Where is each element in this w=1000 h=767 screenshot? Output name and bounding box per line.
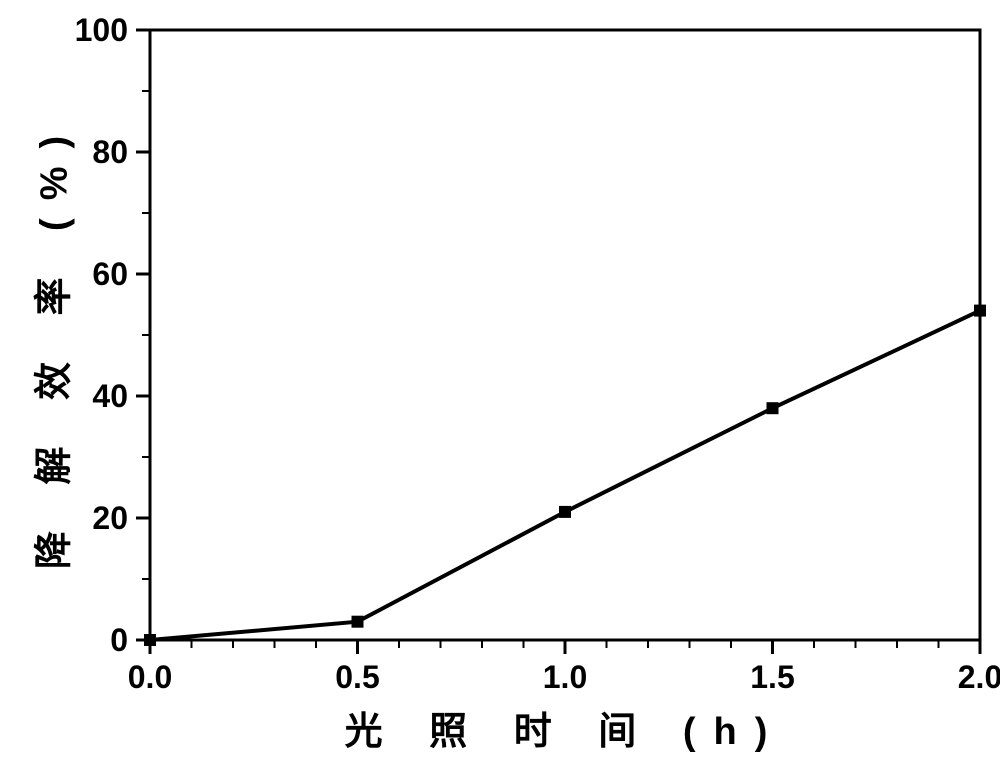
series-marker-degradation-efficiency: [559, 506, 571, 518]
y-tick-label: 100: [75, 12, 128, 48]
y-tick-label: 60: [92, 256, 128, 292]
y-axis-title: 降 解 效 率 (%): [23, 39, 78, 649]
x-axis-title: 光 照 时 间 (h): [150, 700, 980, 755]
series-marker-degradation-efficiency: [767, 402, 779, 414]
series-marker-degradation-efficiency: [144, 634, 156, 646]
x-tick-label: 0.0: [128, 659, 172, 695]
chart-container: 0.00.51.01.52.0020406080100 降 解 效 率 (%) …: [0, 0, 1000, 767]
line-chart: 0.0 0.5 1.0 1.5 2.0 0 20 40 60 80 100: [0, 0, 1000, 767]
x-tick-label: 0.5: [335, 659, 379, 695]
x-tick-label: 2.0: [958, 659, 1000, 695]
y-tick-label: 80: [92, 134, 128, 170]
plot-background: [150, 30, 980, 640]
series-marker-degradation-efficiency: [352, 616, 364, 628]
series-marker-degradation-efficiency: [974, 305, 986, 317]
x-tick-label: 1.0: [543, 659, 587, 695]
y-tick-label: 20: [92, 500, 128, 536]
y-tick-label: 0: [110, 622, 128, 658]
x-tick-label: 1.5: [750, 659, 794, 695]
y-tick-label: 40: [92, 378, 128, 414]
